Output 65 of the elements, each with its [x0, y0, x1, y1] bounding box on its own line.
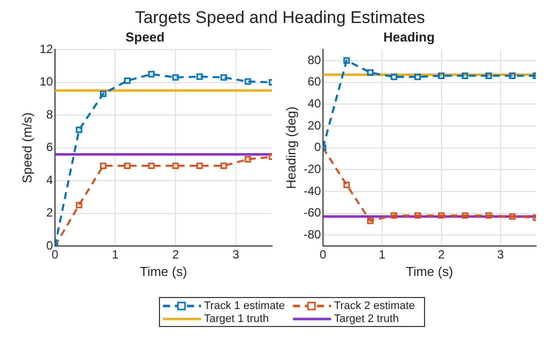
x-tick-label: 3 [497, 248, 504, 262]
point [196, 73, 203, 80]
y-axis-title: Speed (m/s) [19, 112, 34, 184]
point [220, 74, 227, 81]
point [220, 162, 227, 170]
x-tick-label: 1 [112, 248, 119, 262]
y-tick-label: 4 [46, 172, 54, 187]
point [100, 162, 106, 170]
point [509, 72, 516, 80]
y-tick-label: 6 [46, 140, 54, 154]
point [438, 212, 445, 219]
y-tick-label: 8 [46, 107, 54, 122]
y-tick-label: 10 [40, 74, 54, 89]
chart-title: Targets Speed and Heading Estimates [134, 7, 426, 29]
point [100, 90, 106, 98]
point [414, 74, 421, 80]
y-tick-label: 80 [308, 52, 322, 67]
point [343, 182, 350, 188]
x-tick-label: 2 [172, 248, 180, 262]
x-tick-label: 1 [378, 248, 386, 262]
point [485, 72, 492, 80]
x-tick-label: 3 [232, 248, 240, 262]
y-tick-label: -80 [304, 227, 322, 242]
point [485, 212, 492, 219]
y-tick-label: -60 [304, 206, 322, 220]
point [124, 77, 131, 84]
point [414, 212, 421, 219]
y-tick-label: -20 [304, 162, 322, 176]
y-tick-label: 2 [46, 206, 54, 220]
y-tick-label: -40 [304, 184, 322, 198]
y-tick-label: 40 [308, 96, 322, 110]
chart-subtitle: Speed [125, 29, 165, 44]
point [148, 162, 155, 170]
chart-title: Heading [383, 29, 435, 44]
y-tick-label: 12 [40, 42, 54, 56]
legend-label: Track 2 estimate [334, 300, 415, 312]
x-axis-title: Time (s) [140, 264, 188, 279]
point [148, 70, 155, 78]
point [76, 126, 82, 134]
y-tick-label: 0 [314, 140, 322, 154]
y-tick-label: 20 [308, 118, 322, 132]
point [367, 218, 374, 224]
y-axis-title: Heading (deg) [283, 106, 298, 189]
legend-label: Target 1 truth [204, 312, 269, 324]
y-tick-label: 0 [46, 238, 54, 252]
point [343, 57, 350, 64]
point [390, 74, 398, 80]
x-tick-label: 2 [438, 248, 445, 262]
point [124, 162, 131, 170]
point [509, 213, 516, 220]
x-axis-title: Time (s) [406, 264, 454, 279]
y-tick-label: 60 [308, 74, 322, 89]
point [462, 212, 468, 219]
legend-label: Track 1 estimate [204, 300, 285, 312]
point [76, 202, 82, 208]
point [244, 78, 252, 85]
point [196, 162, 203, 170]
point [367, 69, 374, 76]
point [244, 156, 252, 162]
point [172, 74, 179, 81]
point [438, 72, 445, 80]
point [462, 72, 468, 80]
point [390, 212, 398, 219]
point [172, 162, 179, 170]
legend-label: Target 2 truth [334, 312, 399, 324]
